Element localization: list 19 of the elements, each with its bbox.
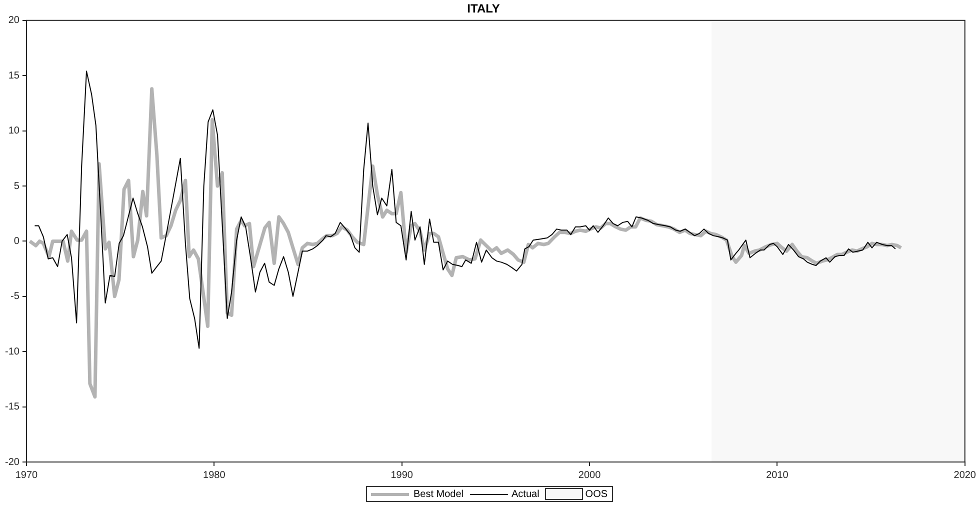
y-tick-label: 0 (14, 236, 20, 247)
x-tick-label: 2000 (578, 470, 602, 481)
x-tick-label: 1970 (15, 470, 38, 481)
legend-label: Best Model (413, 488, 464, 500)
legend-label: OOS (585, 488, 608, 500)
y-tick-label: -20 (5, 456, 20, 468)
x-tick-label: 2020 (954, 470, 976, 481)
x-tick-label: 1980 (203, 470, 226, 481)
y-tick-label: 10 (8, 126, 20, 137)
x-tick-label: 1990 (390, 470, 414, 481)
y-tick-label: 15 (8, 70, 20, 82)
y-tick-label: -10 (5, 346, 20, 358)
y-tick-label: 20 (8, 15, 20, 26)
chart-title: ITALY (467, 2, 500, 16)
y-tick-label: -5 (10, 291, 20, 302)
y-tick-label: -15 (5, 402, 20, 413)
x-tick-label: 2010 (766, 470, 789, 481)
y-tick-label: 5 (14, 180, 20, 192)
legend-label: Actual (512, 488, 540, 500)
